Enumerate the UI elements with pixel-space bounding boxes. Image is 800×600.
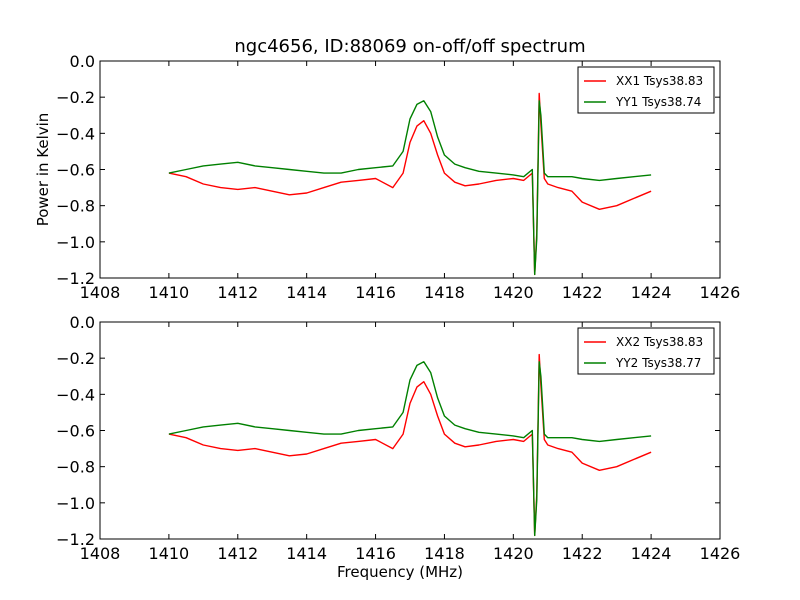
x-tick-label: 1418 <box>424 544 465 563</box>
x-tick-label: 1426 <box>700 283 741 302</box>
y-tick-label: −0.6 <box>56 422 95 441</box>
x-axis-label: Frequency (MHz) <box>337 563 463 581</box>
x-tick-label: 1416 <box>355 544 396 563</box>
x-tick-label: 1408 <box>80 544 121 563</box>
y-axis-label: Power in Kelvin <box>34 113 52 227</box>
legend-box <box>577 66 715 114</box>
x-tick-label: 1412 <box>217 544 258 563</box>
y-tick-label: −0.6 <box>56 161 95 180</box>
top-panel: 1408 1410 1412 1414 1416 1418 1420 1422 1424 1426… <box>34 52 740 302</box>
y-tick-label: −1.0 <box>56 494 95 513</box>
y-tick-label: −1.2 <box>56 269 95 288</box>
x-tick-label: 1408 <box>80 283 121 302</box>
y-tick-label: −0.2 <box>56 349 95 368</box>
y-tick-label: 0.0 <box>70 52 95 71</box>
bottom-panel: 1408 1410 1412 1414 1416 1418 1420 1422 1424 1426… <box>56 313 740 581</box>
y-tick-label: −0.8 <box>56 197 95 216</box>
legend-label: YY2 Tsys38.77 <box>615 356 701 370</box>
y-tick-label: −0.2 <box>56 88 95 107</box>
x-tick-label: 1414 <box>286 283 327 302</box>
x-tick-label: 1414 <box>286 544 327 563</box>
y-tick-label: −1.0 <box>56 233 95 252</box>
y-tick-label: −1.2 <box>56 530 95 549</box>
series-line-xx <box>168 92 652 276</box>
legend-label: XX1 Tsys38.83 <box>616 74 703 88</box>
legend-box <box>577 327 715 375</box>
legend: XX1 Tsys38.83 YY1 Tsys38.74 <box>577 66 715 114</box>
series-line-yy <box>168 100 652 276</box>
x-tick-label: 1416 <box>355 283 396 302</box>
y-tick-label: −0.4 <box>56 385 95 404</box>
legend-label: YY1 Tsys38.74 <box>615 95 701 109</box>
x-tick-label: 1410 <box>149 544 190 563</box>
x-tick-label: 1426 <box>700 544 741 563</box>
y-tick-label: 0.0 <box>70 313 95 332</box>
x-tick-label: 1412 <box>217 283 258 302</box>
y-tick-label: −0.8 <box>56 458 95 477</box>
y-tick-label: −0.4 <box>56 124 95 143</box>
x-tick-label: 1424 <box>631 283 672 302</box>
x-tick-label: 1420 <box>493 283 534 302</box>
x-tick-label: 1422 <box>562 544 603 563</box>
x-tick-label: 1410 <box>149 283 190 302</box>
series-line-xx <box>168 353 652 537</box>
series-line-yy <box>168 361 652 537</box>
x-tick-label: 1420 <box>493 544 534 563</box>
x-tick-label: 1418 <box>424 283 465 302</box>
legend-label: XX2 Tsys38.83 <box>616 335 703 349</box>
x-tick-label: 1424 <box>631 544 672 563</box>
x-tick-label: 1422 <box>562 283 603 302</box>
figure-title: ngc4656, ID:88069 on-off/off spectrum <box>234 36 585 57</box>
legend: XX2 Tsys38.83 YY2 Tsys38.77 <box>577 327 715 375</box>
